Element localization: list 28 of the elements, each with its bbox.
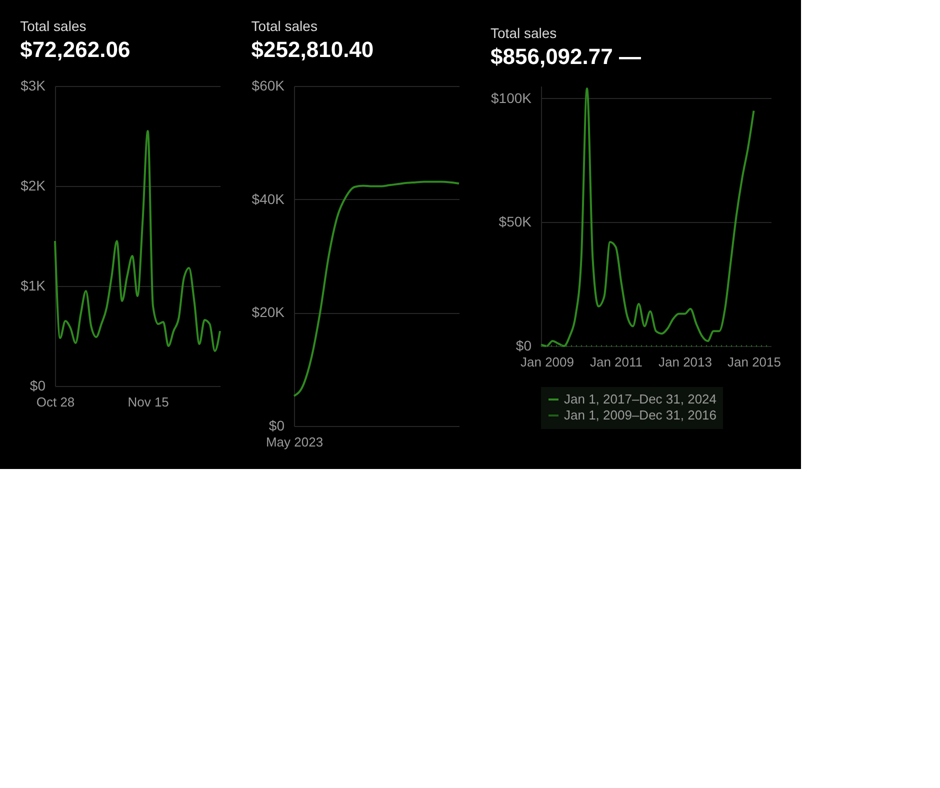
x-tick-label: Jan 2013 <box>658 354 712 370</box>
y-tick-label: $0 <box>516 338 532 354</box>
y-tick-label: $60K <box>252 78 286 94</box>
y-tick-label: $50K <box>498 214 532 230</box>
legend-label: Jan 1, 2009–Dec 31, 2016 <box>564 408 717 422</box>
chart-title: Total sales <box>20 18 86 34</box>
chart-title: Total sales <box>251 18 318 34</box>
x-tick-label: Jan 2011 <box>590 354 643 370</box>
chart-subtitle: $252,810.40 <box>251 37 374 62</box>
x-tick-label: Oct 28 <box>36 394 75 410</box>
x-tick-label: Nov 15 <box>128 394 169 410</box>
y-tick-label: $0 <box>268 418 285 434</box>
chart-subtitle: $72,262.06 <box>20 37 130 62</box>
y-tick-label: $1K <box>20 278 46 294</box>
line-series <box>293 180 460 397</box>
y-tick-label: $2K <box>20 178 46 194</box>
y-tick-label: $100K <box>491 90 532 106</box>
y-tick-label: $40K <box>252 190 286 207</box>
legend-label: Jan 1, 2017–Dec 31, 2024 <box>564 392 717 406</box>
x-tick-label: May 2023 <box>266 434 324 450</box>
chart-subtitle: $856,092.77 — <box>490 44 641 69</box>
y-tick-label: $3K <box>20 78 46 94</box>
x-tick-label: Jan 2009 <box>520 354 574 370</box>
line-series <box>54 130 221 352</box>
y-tick-label: $0 <box>30 378 46 394</box>
chart-title: Total sales <box>490 25 557 41</box>
x-tick-label: Jan 2015 <box>728 354 781 370</box>
y-tick-label: $20K <box>252 304 286 320</box>
